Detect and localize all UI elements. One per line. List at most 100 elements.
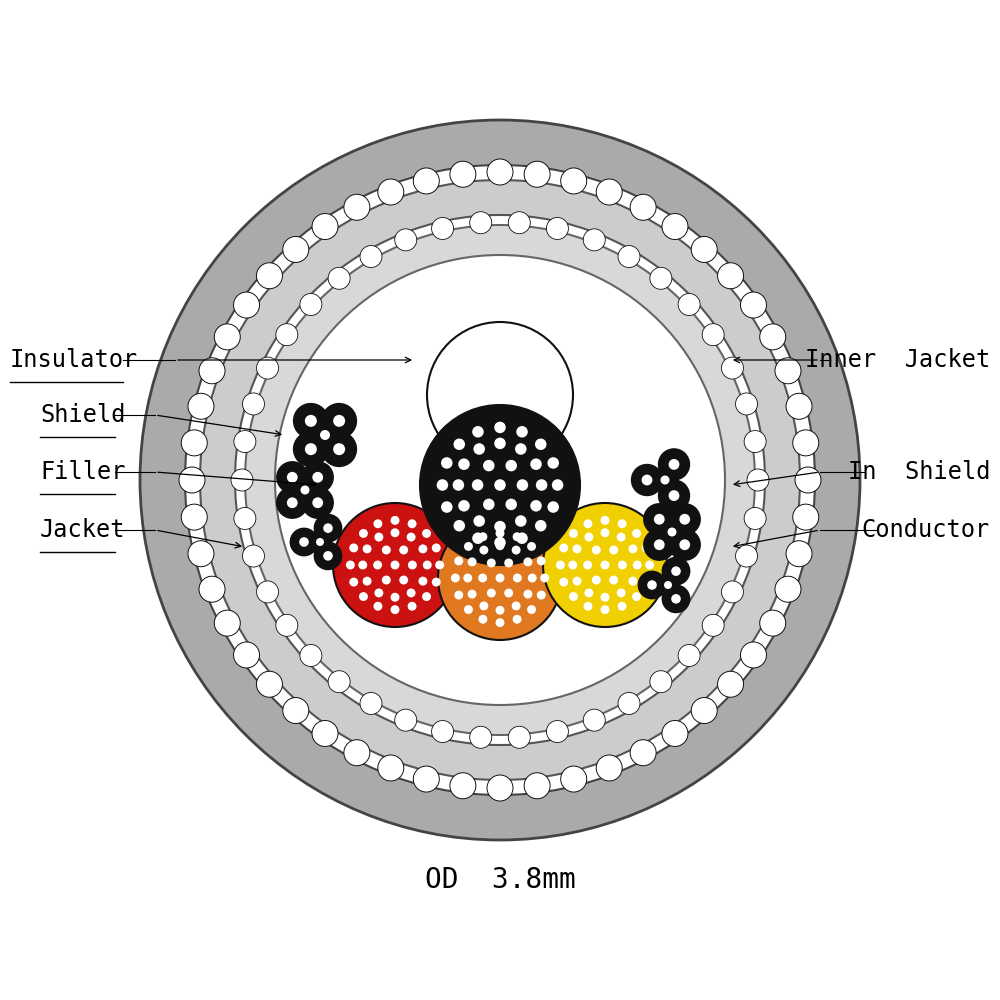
Circle shape bbox=[432, 721, 454, 743]
Circle shape bbox=[479, 546, 488, 555]
Circle shape bbox=[618, 519, 627, 528]
Circle shape bbox=[515, 341, 525, 352]
Text: In  Shield: In Shield bbox=[848, 460, 990, 484]
Circle shape bbox=[630, 740, 656, 766]
Circle shape bbox=[561, 168, 587, 194]
Text: Conductor: Conductor bbox=[862, 518, 990, 542]
Circle shape bbox=[535, 520, 546, 531]
Circle shape bbox=[584, 533, 593, 542]
Circle shape bbox=[494, 537, 506, 548]
Circle shape bbox=[532, 353, 542, 363]
Circle shape bbox=[312, 214, 338, 240]
Circle shape bbox=[618, 246, 640, 268]
Circle shape bbox=[523, 557, 532, 566]
Circle shape bbox=[516, 532, 528, 544]
Circle shape bbox=[374, 533, 383, 542]
Circle shape bbox=[422, 592, 431, 601]
Circle shape bbox=[658, 518, 686, 546]
Text: Inner  Jacket: Inner Jacket bbox=[805, 348, 990, 372]
Circle shape bbox=[793, 430, 819, 456]
Circle shape bbox=[721, 581, 743, 603]
Circle shape bbox=[495, 352, 505, 362]
Circle shape bbox=[583, 602, 592, 611]
Circle shape bbox=[432, 217, 454, 239]
Circle shape bbox=[528, 371, 538, 381]
Circle shape bbox=[188, 541, 214, 567]
Circle shape bbox=[234, 292, 260, 318]
Circle shape bbox=[446, 370, 457, 380]
Circle shape bbox=[328, 267, 350, 289]
Circle shape bbox=[420, 405, 580, 565]
Circle shape bbox=[505, 499, 517, 510]
Circle shape bbox=[760, 610, 786, 636]
Text: Jacket: Jacket bbox=[40, 518, 126, 542]
Circle shape bbox=[458, 353, 468, 363]
Circle shape bbox=[441, 457, 453, 469]
Circle shape bbox=[234, 642, 260, 668]
Circle shape bbox=[583, 561, 592, 569]
Circle shape bbox=[287, 472, 298, 483]
Circle shape bbox=[483, 460, 495, 471]
Circle shape bbox=[556, 561, 565, 569]
Circle shape bbox=[283, 236, 309, 262]
Circle shape bbox=[454, 556, 463, 565]
Circle shape bbox=[669, 529, 701, 561]
Circle shape bbox=[316, 538, 324, 546]
Circle shape bbox=[718, 671, 744, 697]
Circle shape bbox=[473, 515, 485, 527]
Circle shape bbox=[740, 642, 766, 668]
Circle shape bbox=[472, 426, 484, 438]
Circle shape bbox=[547, 457, 559, 469]
Circle shape bbox=[513, 574, 522, 582]
Circle shape bbox=[312, 472, 323, 483]
Circle shape bbox=[691, 698, 717, 724]
Circle shape bbox=[293, 403, 329, 439]
Circle shape bbox=[391, 605, 399, 614]
Circle shape bbox=[643, 529, 675, 561]
Circle shape bbox=[601, 516, 609, 525]
Circle shape bbox=[487, 559, 496, 567]
Circle shape bbox=[547, 501, 559, 513]
Circle shape bbox=[702, 324, 724, 346]
Circle shape bbox=[413, 168, 439, 194]
Circle shape bbox=[618, 561, 627, 569]
Circle shape bbox=[527, 605, 536, 614]
Circle shape bbox=[718, 263, 744, 289]
Circle shape bbox=[305, 443, 317, 455]
Circle shape bbox=[464, 542, 473, 551]
Circle shape bbox=[454, 439, 465, 450]
Circle shape bbox=[496, 529, 504, 538]
Circle shape bbox=[592, 576, 601, 584]
Circle shape bbox=[179, 467, 205, 493]
Circle shape bbox=[678, 644, 700, 666]
Circle shape bbox=[561, 766, 587, 792]
Circle shape bbox=[470, 212, 492, 234]
Circle shape bbox=[432, 543, 441, 552]
Circle shape bbox=[451, 574, 460, 582]
Circle shape bbox=[662, 720, 688, 746]
Circle shape bbox=[344, 740, 370, 766]
Circle shape bbox=[423, 561, 432, 569]
Circle shape bbox=[346, 561, 355, 569]
Text: Insulator: Insulator bbox=[10, 348, 138, 372]
Circle shape bbox=[494, 422, 506, 433]
Circle shape bbox=[642, 543, 651, 552]
Circle shape bbox=[314, 514, 342, 543]
Circle shape bbox=[476, 357, 486, 367]
Circle shape bbox=[407, 533, 416, 542]
Circle shape bbox=[454, 591, 463, 600]
Circle shape bbox=[188, 393, 214, 419]
Circle shape bbox=[256, 671, 282, 697]
Circle shape bbox=[786, 393, 812, 419]
Circle shape bbox=[530, 500, 542, 512]
Circle shape bbox=[632, 529, 641, 538]
Circle shape bbox=[242, 545, 264, 567]
Circle shape bbox=[407, 588, 416, 597]
Circle shape bbox=[360, 692, 382, 714]
Circle shape bbox=[662, 557, 690, 586]
Circle shape bbox=[546, 721, 568, 743]
Circle shape bbox=[472, 479, 483, 491]
Circle shape bbox=[333, 503, 457, 627]
Circle shape bbox=[650, 671, 672, 693]
Circle shape bbox=[494, 521, 506, 532]
